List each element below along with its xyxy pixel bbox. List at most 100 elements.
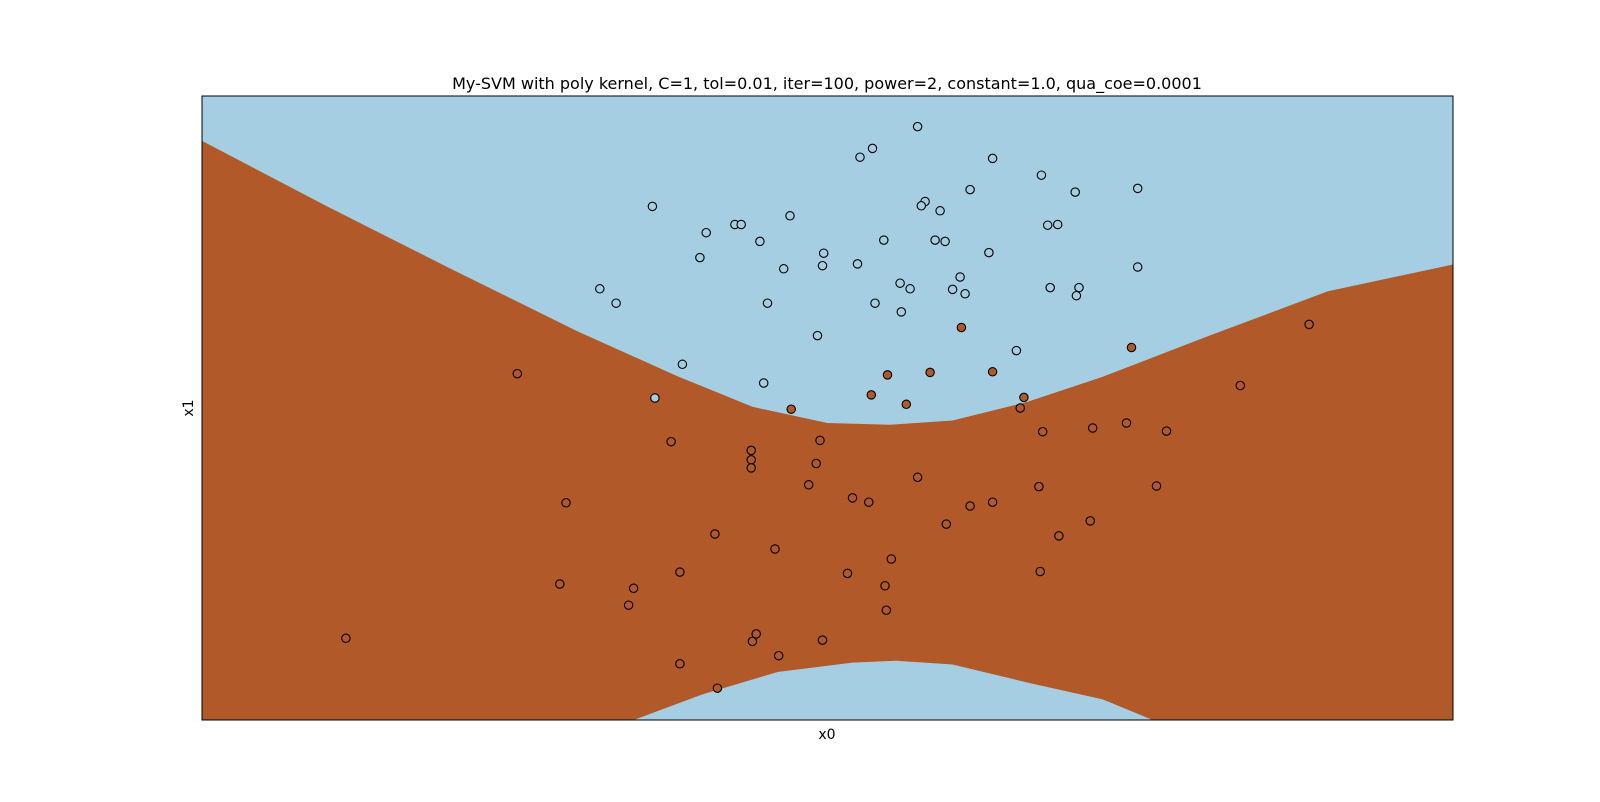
data-point-class-1 <box>987 367 998 377</box>
data-point-class-0 <box>896 307 907 317</box>
data-point-class-1 <box>941 519 952 529</box>
data-point-class-1 <box>675 659 685 669</box>
data-point-class-1 <box>1151 481 1162 491</box>
data-point-class-0 <box>960 289 970 299</box>
data-point-class-1 <box>811 458 821 469</box>
data-point-class-1 <box>815 435 825 446</box>
data-point-class-1 <box>1235 380 1246 391</box>
data-point-class-1 <box>866 390 877 400</box>
data-point-class-0 <box>785 211 795 221</box>
data-point-class-0 <box>650 393 660 403</box>
data-point-class-1 <box>1161 426 1172 436</box>
data-point-class-1 <box>675 567 685 577</box>
data-point-class-1 <box>712 683 723 693</box>
data-point-class-0 <box>955 272 965 282</box>
plot-area <box>202 96 1453 720</box>
data-point-class-0 <box>1011 345 1022 356</box>
data-point-class-1 <box>956 322 967 333</box>
data-point-class-1 <box>925 367 935 378</box>
data-point-class-0 <box>916 201 927 211</box>
data-point-class-1 <box>628 583 639 594</box>
chart-title: My-SVM with poly kernel, C=1, tol=0.01, … <box>452 74 1202 94</box>
data-point-class-0 <box>647 201 658 212</box>
data-point-class-0 <box>755 236 765 247</box>
data-point-class-0 <box>1045 282 1055 293</box>
data-point-class-0 <box>965 184 975 195</box>
data-point-class-1 <box>912 472 923 483</box>
data-point-class-0 <box>855 152 865 162</box>
data-point-class-1 <box>770 544 780 554</box>
data-point-class-1 <box>1085 516 1095 526</box>
data-point-class-1 <box>746 463 756 473</box>
data-point-class-0 <box>778 264 789 274</box>
y-axis-label: x1 <box>181 399 197 416</box>
data-point-class-1 <box>1035 566 1045 577</box>
data-point-class-0 <box>879 235 889 245</box>
data-point-class-0 <box>736 219 746 230</box>
data-point-class-1 <box>1087 423 1098 433</box>
data-point-class-1 <box>786 404 796 414</box>
data-point-class-0 <box>762 298 773 308</box>
data-point-class-1 <box>880 581 890 591</box>
data-point-class-0 <box>695 252 705 263</box>
data-point-class-1 <box>847 493 858 503</box>
data-point-class-1 <box>341 633 351 644</box>
decision-region-class-0-bottom <box>633 660 1153 720</box>
data-point-class-1 <box>623 600 634 610</box>
data-point-class-0 <box>758 378 769 388</box>
data-point-class-0 <box>1132 183 1143 194</box>
data-point-class-1 <box>561 498 571 508</box>
data-point-class-1 <box>987 497 998 507</box>
data-point-class-1 <box>555 579 565 589</box>
data-point-class-1 <box>1037 426 1048 437</box>
data-point-class-1 <box>1019 392 1029 403</box>
x-axis-label: x0 <box>818 727 835 743</box>
data-point-class-0 <box>1070 187 1080 197</box>
data-point-class-0 <box>852 259 863 269</box>
data-point-class-0 <box>935 206 945 216</box>
data-point-class-0 <box>677 359 688 370</box>
data-point-class-0 <box>940 236 950 247</box>
data-point-class-0 <box>1074 282 1084 293</box>
data-point-class-0 <box>984 247 994 258</box>
data-point-class-1 <box>817 635 828 645</box>
data-point-class-1 <box>1034 481 1044 492</box>
data-point-class-1 <box>747 636 758 647</box>
data-point-class-1 <box>710 529 720 539</box>
data-point-class-1 <box>512 368 523 379</box>
data-point-class-1 <box>803 480 814 490</box>
data-point-class-0 <box>930 235 940 245</box>
data-point-class-0 <box>812 330 823 341</box>
scatter-points <box>341 121 1314 693</box>
data-point-class-0 <box>895 278 905 288</box>
data-point-class-1 <box>1121 418 1132 428</box>
axes-frame <box>201 95 1454 721</box>
data-point-class-0 <box>1071 290 1082 301</box>
data-point-class-0 <box>1036 170 1047 180</box>
data-point-class-0 <box>701 227 711 238</box>
decision-region-class-1 <box>202 140 1453 720</box>
data-point-class-0 <box>947 284 958 295</box>
data-point-class-1 <box>901 399 912 410</box>
data-point-class-1 <box>842 568 853 579</box>
data-point-class-0 <box>595 284 605 294</box>
data-point-class-0 <box>867 143 878 154</box>
data-point-class-0 <box>611 298 621 308</box>
data-point-class-1 <box>882 370 893 380</box>
data-point-class-1 <box>666 436 676 447</box>
data-point-class-0 <box>987 153 998 164</box>
data-point-class-1 <box>1015 403 1025 413</box>
data-point-class-0 <box>1052 219 1063 230</box>
data-point-class-0 <box>1132 262 1143 272</box>
data-point-class-1 <box>746 445 756 456</box>
data-point-class-0 <box>1042 220 1053 230</box>
data-point-class-1 <box>1054 531 1064 541</box>
data-point-class-1 <box>1304 319 1314 330</box>
data-point-class-1 <box>1126 342 1137 353</box>
data-point-class-1 <box>864 497 874 507</box>
data-point-class-1 <box>965 501 975 511</box>
data-point-class-0 <box>905 284 915 294</box>
data-point-class-1 <box>886 554 897 564</box>
data-point-class-1 <box>773 650 784 661</box>
